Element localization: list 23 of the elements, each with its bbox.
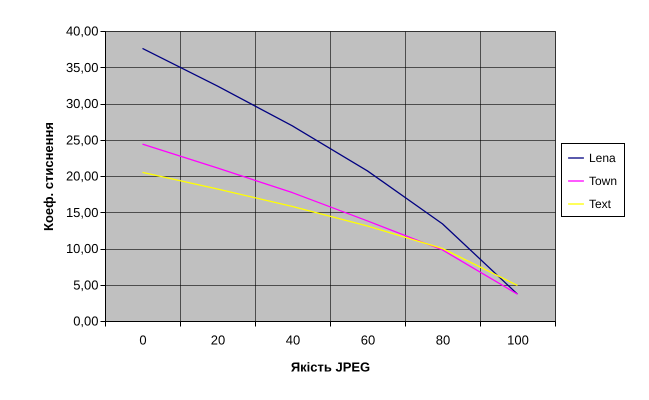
line-series bbox=[142, 48, 518, 295]
x-tick-label: 20 bbox=[210, 332, 226, 348]
x-tick-label: 80 bbox=[436, 332, 450, 348]
y-tick-label: 20,00 bbox=[66, 168, 98, 184]
x-axis-title: Якість JPEG bbox=[290, 360, 370, 374]
x-tick-label: 60 bbox=[360, 332, 376, 348]
line-series bbox=[142, 172, 518, 286]
y-tick-label: 25,00 bbox=[66, 132, 98, 148]
line-series bbox=[142, 143, 518, 295]
y-tick-label: 40,00 bbox=[66, 24, 98, 38]
x-tick-label: 0 bbox=[139, 332, 147, 348]
y-tick-label: 30,00 bbox=[66, 96, 98, 111]
x-tick-label: 40 bbox=[286, 332, 300, 348]
y-tick-label: 15,00 bbox=[66, 204, 98, 220]
legend-label: Town bbox=[589, 174, 618, 188]
y-tick-label: 35,00 bbox=[66, 60, 98, 75]
legend-label: Text bbox=[589, 197, 612, 211]
y-tick-label: 10,00 bbox=[66, 241, 98, 256]
y-tick-label: 5,00 bbox=[73, 277, 98, 292]
x-tick-label: 100 bbox=[507, 332, 529, 348]
legend-label: Lena bbox=[589, 151, 616, 165]
y-tick-label: 0,00 bbox=[73, 314, 98, 328]
y-axis-title: Коеф. стиснення bbox=[40, 122, 56, 231]
